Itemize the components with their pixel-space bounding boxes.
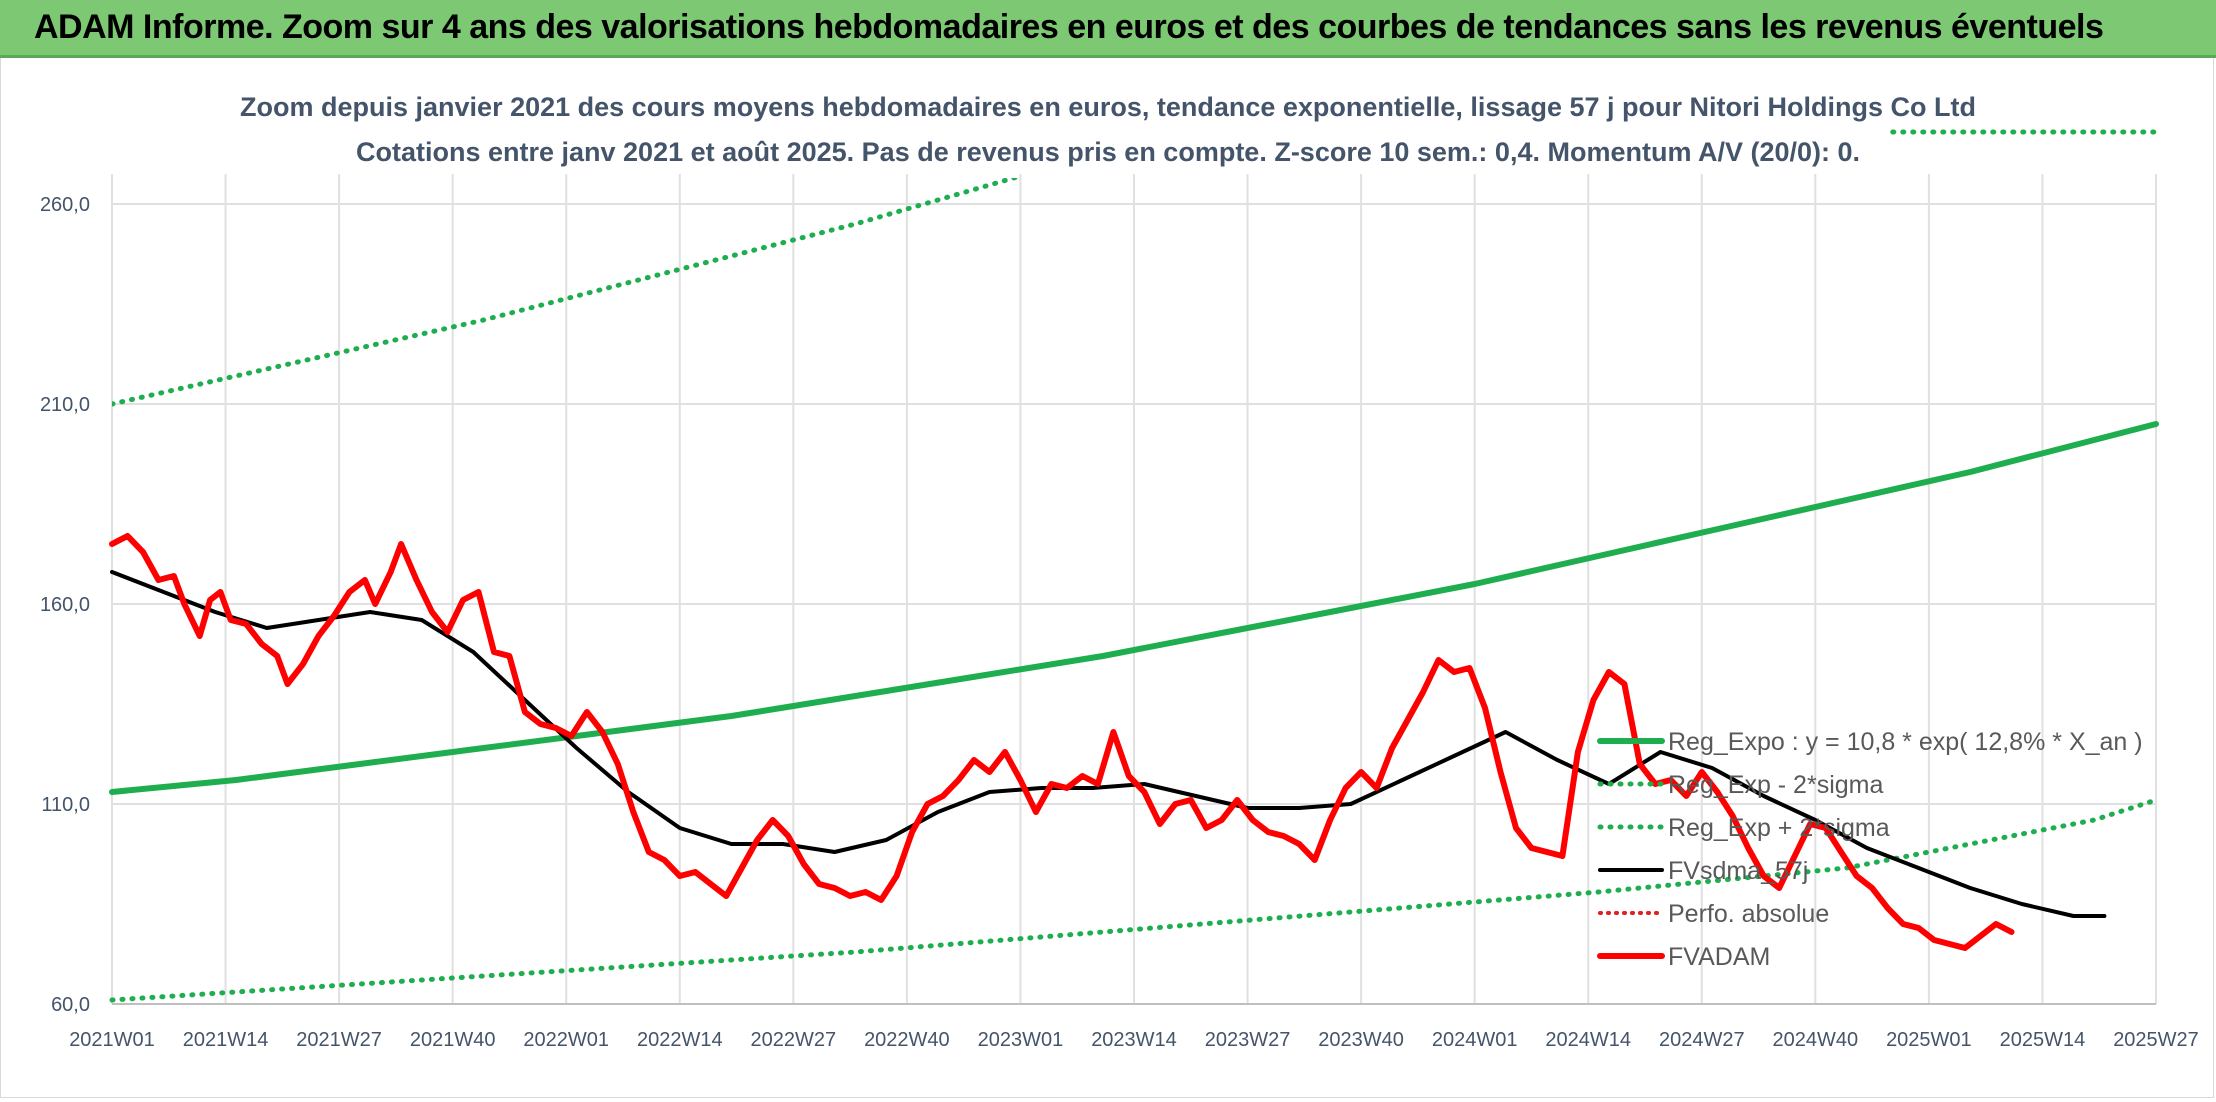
x-tick-label: 2024W01 [1432,1029,1518,1051]
x-tick-label: 2021W14 [183,1029,269,1051]
x-tick-label: 2025W01 [1886,1029,1972,1051]
y-tick-label: 260,0 [40,194,90,216]
upper-band-series [112,178,1023,407]
x-tick-label: 2021W01 [69,1029,155,1051]
x-tick-label: 2022W01 [523,1029,609,1051]
chart-frame [0,58,2214,1098]
y-tick-label: 60,0 [51,994,90,1016]
x-tick-label: 2021W27 [296,1029,382,1051]
x-tick-label: 2025W14 [2000,1029,2086,1051]
y-tick-label: 210,0 [40,394,90,416]
x-tick-label: 2024W14 [1545,1029,1631,1051]
y-tick-label: 110,0 [41,794,90,816]
legend-label: FVsdma_57j [1668,857,1808,885]
price-series [109,533,2015,951]
legend-label: Perfo. absolue [1668,900,1829,928]
chart-subtitle: Cotations entre janv 2021 et août 2025. … [356,137,1860,167]
x-tick-label: 2022W40 [864,1029,950,1051]
x-tick-label: 2023W14 [1091,1029,1177,1051]
legend-label: FVADAM [1668,943,1770,971]
axis-labels: 2021W01 2021W14 2021W27 2021W40 2022W01 2022W… [40,194,2199,1051]
legend-label: Reg_Expo : y = 10,8 * exp( 12,8% * X_an … [1668,728,2143,756]
x-tick-label: 2023W40 [1318,1029,1404,1051]
x-tick-label: 2022W14 [637,1029,723,1051]
trend-line-series [109,421,2159,795]
chart-title: Zoom depuis janvier 2021 des cours moyen… [240,92,1976,122]
y-tick-label: 160,0 [40,594,90,616]
legend-label: Reg_Exp - 2*sigma [1668,771,1883,799]
x-tick-label: 2024W40 [1773,1029,1859,1051]
x-tick-label: 2025W27 [2113,1029,2199,1051]
legend-label: Reg_Exp + 2*sigma [1668,814,1890,842]
smoothed-series [110,570,2107,918]
grid-lines [111,174,2157,1005]
legend: Reg_Expo : y = 10,8 * exp( 12,8% * X_an … [1597,728,2143,971]
x-tick-label: 2022W27 [751,1029,837,1051]
report-title: ADAM Informe. Zoom sur 4 ans des valoris… [34,8,2104,46]
x-tick-label: 2023W01 [978,1029,1064,1051]
x-tick-label: 2023W27 [1205,1029,1291,1051]
series-lines [109,129,2159,1003]
x-tick-label: 2024W27 [1659,1029,1745,1051]
x-tick-label: 2021W40 [410,1029,496,1051]
report-banner: ADAM Informe. Zoom sur 4 ans des valoris… [0,0,2216,58]
lower-band-series [109,797,2159,1003]
